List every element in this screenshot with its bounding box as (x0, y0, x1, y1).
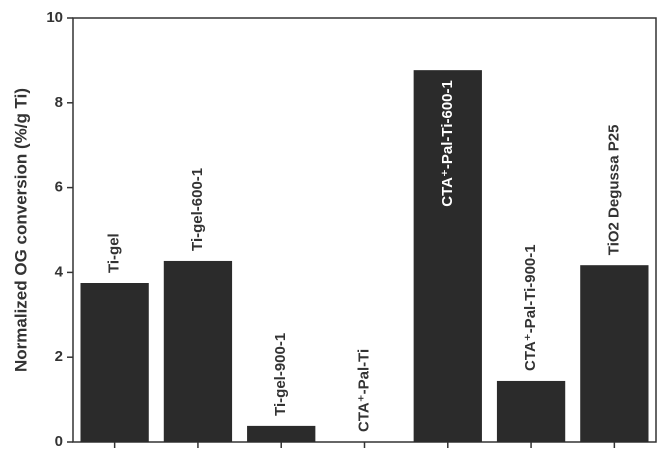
bar-label: CTA⁺-Pal-Ti (355, 349, 372, 432)
bar-label: TiO2 Degussa P25 (605, 125, 622, 256)
y-tick-label: 10 (46, 9, 63, 26)
bar-label: CTA⁺-Pal-Ti-600-1 (439, 80, 456, 207)
bar (80, 283, 149, 442)
bar (413, 70, 482, 442)
bar-label: Ti-gel-600-1 (189, 168, 206, 251)
bar (580, 265, 649, 442)
bar-label: Ti-gel-900-1 (272, 333, 289, 416)
y-tick-label: 2 (55, 348, 63, 365)
bar (496, 380, 566, 442)
bar-label: Ti-gel (106, 233, 123, 273)
bar (247, 425, 316, 442)
y-tick-label: 8 (55, 94, 63, 111)
y-tick-label: 4 (55, 263, 64, 280)
y-axis-label: Normalized OG conversion (%/g Ti) (11, 88, 30, 372)
bar (163, 260, 233, 442)
y-tick-label: 0 (55, 433, 63, 449)
y-tick-label: 6 (55, 179, 63, 196)
bar-label: CTA⁺-Pal-Ti-900-1 (522, 244, 539, 371)
